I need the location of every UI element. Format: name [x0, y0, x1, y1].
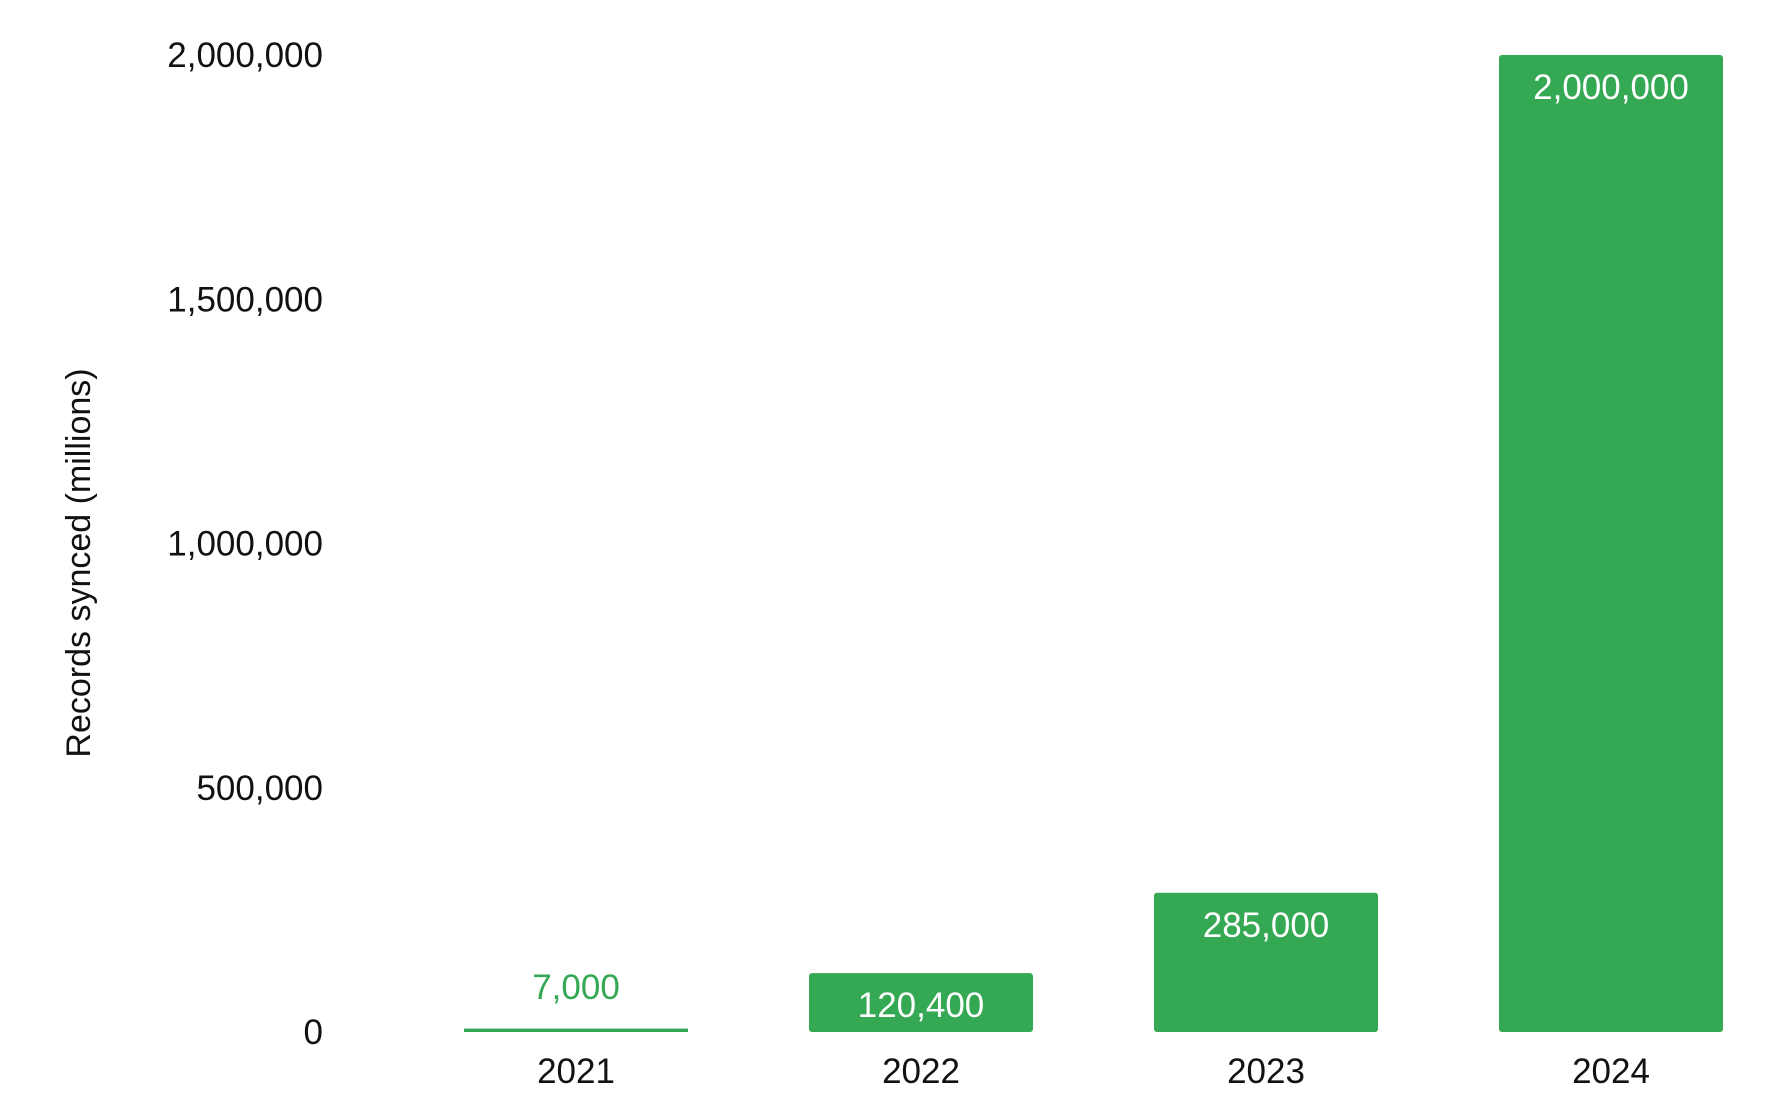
x-tick-label: 2021 — [537, 1052, 615, 1091]
data-label: 285,000 — [1203, 906, 1330, 945]
bars: 7,000 120,400 285,000 2,000,000 — [464, 55, 1723, 1032]
y-tick-label: 1,500,000 — [167, 280, 323, 319]
x-tick-label: 2023 — [1227, 1052, 1305, 1091]
data-label: 120,400 — [858, 986, 985, 1025]
y-axis: 0 500,000 1,000,000 1,500,000 2,000,000 — [167, 36, 323, 1052]
x-tick-label: 2024 — [1572, 1052, 1650, 1091]
data-label: 7,000 — [532, 968, 620, 1007]
x-axis: 2021 2022 2023 2024 — [537, 1052, 1650, 1091]
bar-2023 — [1154, 892, 1378, 1032]
y-tick-label: 0 — [304, 1013, 323, 1052]
y-tick-label: 1,000,000 — [167, 525, 323, 564]
y-axis-label: Records synced (millions) — [60, 368, 98, 757]
x-tick-label: 2022 — [882, 1052, 960, 1091]
bar-2024 — [1499, 55, 1723, 1032]
y-tick-label: 500,000 — [196, 769, 323, 808]
data-label: 2,000,000 — [1533, 68, 1689, 107]
bar-2022 — [809, 973, 1033, 1032]
bar-2021 — [464, 1028, 688, 1032]
y-tick-label: 2,000,000 — [167, 36, 323, 75]
